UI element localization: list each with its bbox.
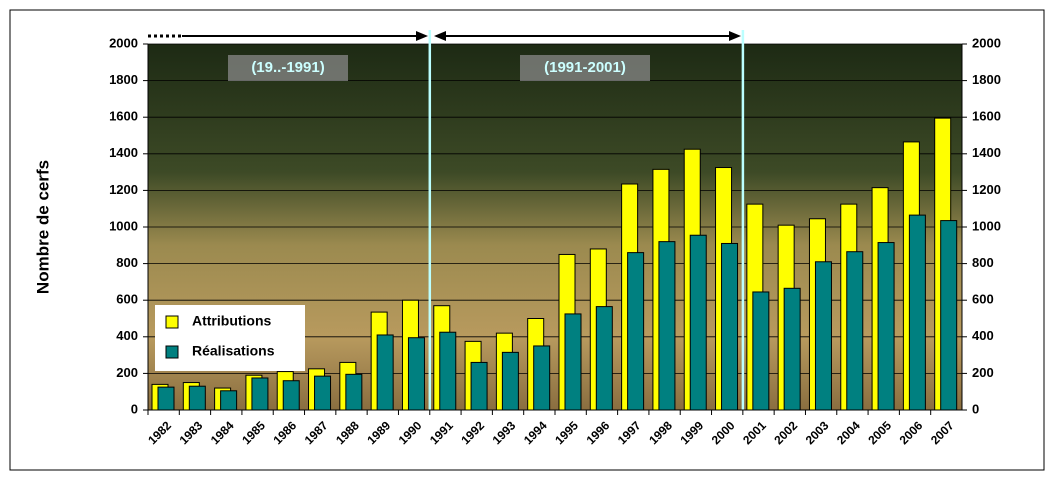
- bar: [252, 378, 268, 410]
- legend-label: Attributions: [192, 313, 272, 329]
- bar: [189, 386, 205, 410]
- legend-swatch: [166, 346, 178, 358]
- bar: [471, 362, 487, 410]
- bar: [690, 235, 706, 410]
- y-tick-label: 600: [116, 292, 138, 307]
- bar: [909, 215, 925, 410]
- y-tick-label: 200: [116, 365, 138, 380]
- annotation: (19..-1991): [251, 59, 324, 76]
- y2-tick-label: 200: [972, 365, 994, 380]
- bar: [753, 292, 769, 410]
- chart: (19..-1991) (1991-2001) Nombre de cerfs …: [0, 0, 1055, 480]
- bar: [408, 338, 424, 410]
- bar: [659, 242, 675, 410]
- bar: [502, 352, 518, 410]
- bar: [847, 252, 863, 410]
- bar: [158, 387, 174, 410]
- bar: [315, 376, 331, 410]
- bar: [784, 288, 800, 410]
- bar: [377, 335, 393, 410]
- bar: [722, 243, 738, 410]
- bar: [941, 221, 957, 410]
- annotation: (1991-2001): [544, 59, 626, 76]
- y2-tick-label: 1800: [972, 72, 1001, 87]
- bar: [221, 391, 237, 410]
- y-tick-label: 1200: [109, 182, 138, 197]
- y2-tick-label: 800: [972, 255, 994, 270]
- y-tick-label: 0: [131, 401, 138, 416]
- y2-tick-label: 400: [972, 328, 994, 343]
- bar: [565, 314, 581, 410]
- y2-tick-label: 1600: [972, 109, 1001, 124]
- y-tick-label: 800: [116, 255, 138, 270]
- y2-tick-label: 1200: [972, 182, 1001, 197]
- bar: [283, 381, 299, 410]
- y-axis-label: Nombre de cerfs: [33, 160, 52, 294]
- y2-tick-label: 1000: [972, 218, 1001, 233]
- bar: [346, 374, 362, 410]
- bar: [878, 243, 894, 410]
- y-tick-label: 1600: [109, 109, 138, 124]
- bar: [534, 346, 550, 410]
- y-tick-label: 1000: [109, 218, 138, 233]
- bar: [440, 332, 456, 410]
- y2-tick-label: 0: [972, 401, 979, 416]
- y-tick-label: 1800: [109, 72, 138, 87]
- y2-tick-label: 600: [972, 292, 994, 307]
- bar: [596, 307, 612, 410]
- y2-tick-label: 1400: [972, 145, 1001, 160]
- legend-label: Réalisations: [192, 343, 275, 359]
- y-tick-label: 400: [116, 328, 138, 343]
- y2-tick-label: 2000: [972, 35, 1001, 50]
- y-tick-label: 1400: [109, 145, 138, 160]
- y-tick-label: 2000: [109, 35, 138, 50]
- bar: [628, 253, 644, 410]
- legend-swatch: [166, 316, 178, 328]
- bar: [815, 262, 831, 410]
